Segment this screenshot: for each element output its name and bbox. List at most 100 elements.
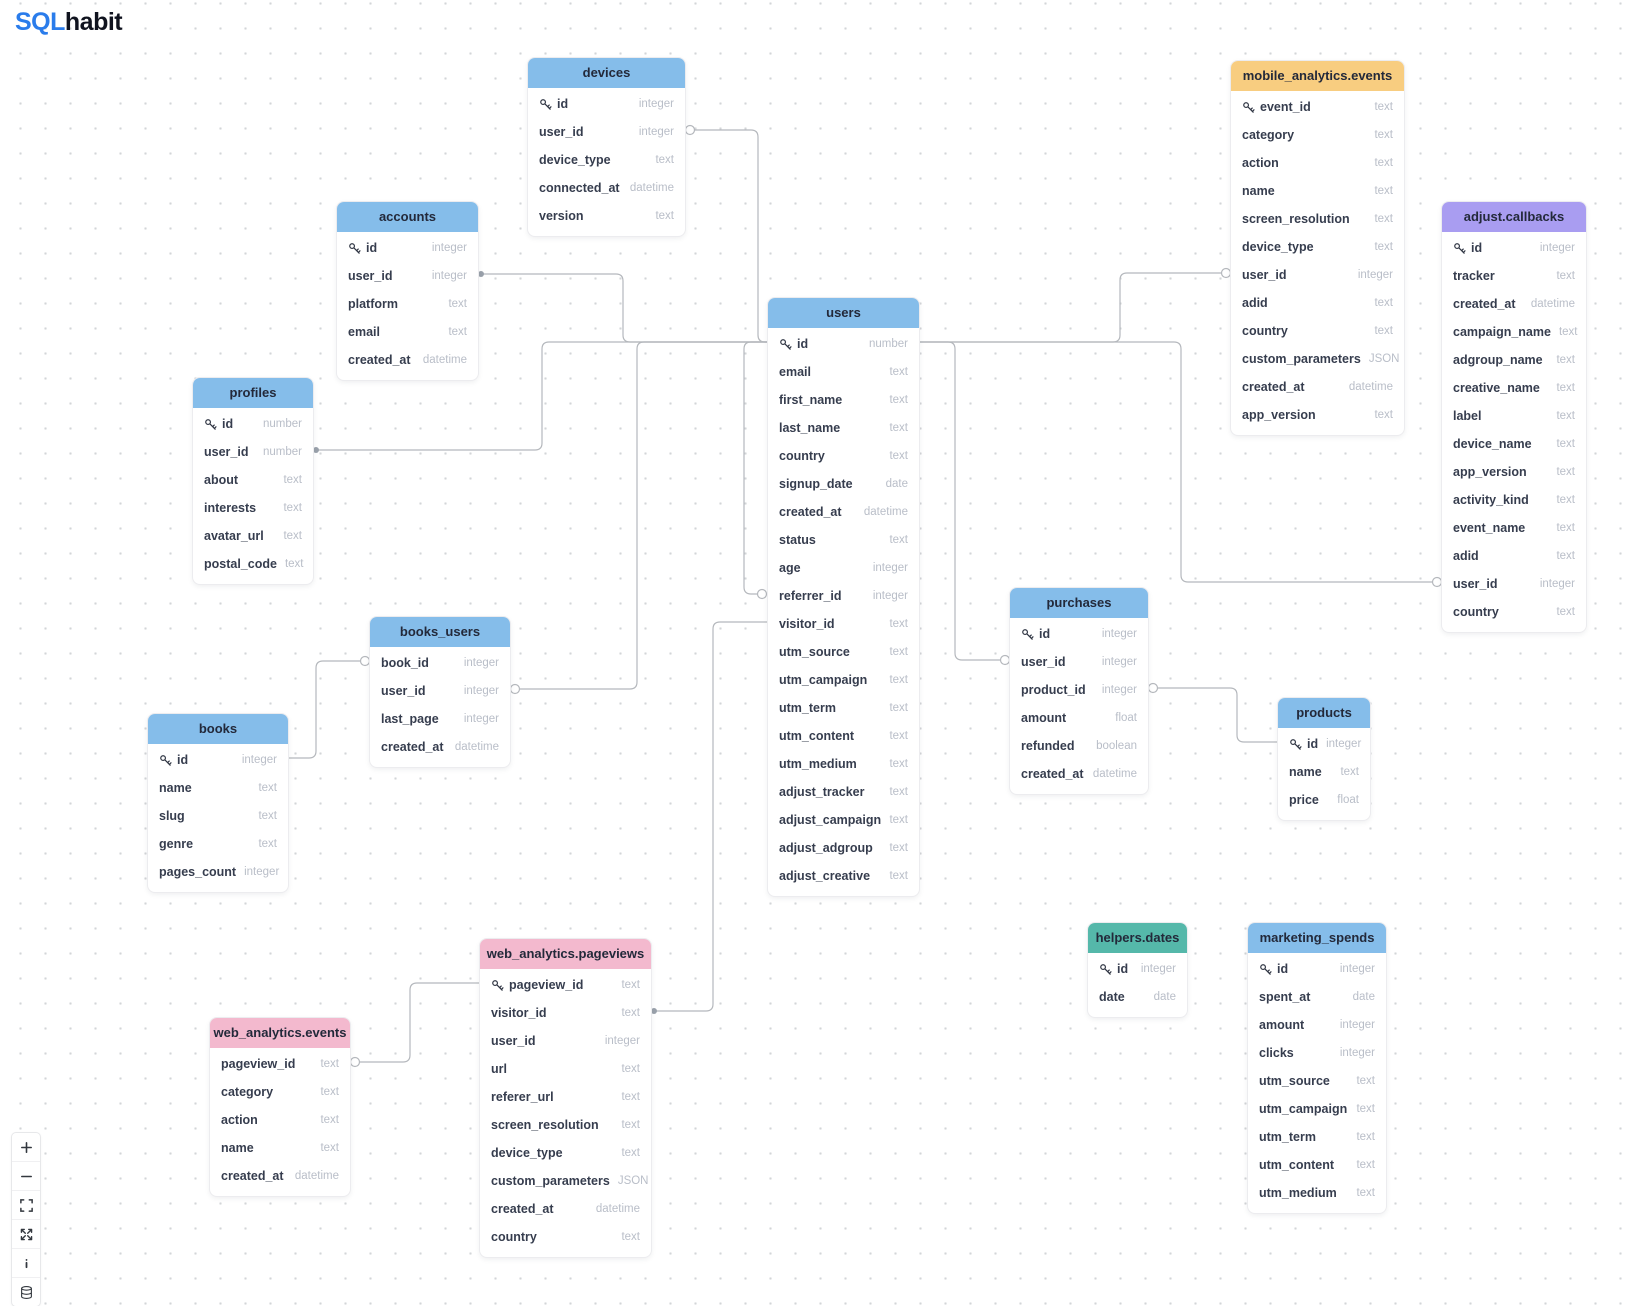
field-type: number <box>869 338 908 350</box>
field-name: amount <box>1021 711 1066 725</box>
table-profiles[interactable]: profiles id number user_id number about text in… <box>193 378 313 584</box>
field-name-text: adid <box>1242 296 1268 310</box>
field-type: integer <box>463 657 499 669</box>
table-header-books_users[interactable]: books_users <box>370 617 510 647</box>
field-name: visitor_id <box>491 1006 547 1020</box>
table-helpers.dates[interactable]: helpers.dates id integer date date <box>1088 923 1187 1017</box>
field-name-text: created_at <box>1021 767 1084 781</box>
field-type: integer <box>1101 684 1137 696</box>
field-type: datetime <box>629 182 674 194</box>
field-name: country <box>1242 324 1288 338</box>
fit-view-button[interactable] <box>12 1220 40 1249</box>
field-type: datetime <box>1348 381 1393 393</box>
field-name: created_at <box>381 740 444 754</box>
field-row-users-utm_campaign: utm_campaign text <box>768 666 919 694</box>
field-name-text: device_name <box>1453 437 1532 451</box>
table-web_analytics.events[interactable]: web_analytics.events pageview_id text categ… <box>210 1018 350 1196</box>
field-name-text: visitor_id <box>491 1006 547 1020</box>
field-type: text <box>889 618 908 630</box>
field-type: text <box>889 814 908 826</box>
table-adjust.callbacks[interactable]: adjust.callbacks id integer tracker text crea… <box>1442 202 1586 632</box>
field-name: id <box>779 337 808 351</box>
table-header-profiles[interactable]: profiles <box>193 378 313 408</box>
field-row-books_users-created_at: created_at datetime <box>370 733 510 761</box>
table-header-adjust.callbacks[interactable]: adjust.callbacks <box>1442 202 1586 232</box>
table-header-users[interactable]: users <box>768 298 919 328</box>
field-row-web_analytics.pageviews-user_id: user_id integer <box>480 1027 651 1055</box>
field-type: text <box>1556 550 1575 562</box>
field-type: number <box>263 446 302 458</box>
field-row-users-age: age integer <box>768 554 919 582</box>
field-name: avatar_url <box>204 529 264 543</box>
field-name: postal_code <box>204 557 277 571</box>
field-name: last_page <box>381 712 439 726</box>
field-name-text: category <box>1242 128 1295 142</box>
table-books_users[interactable]: books_users book_id integer user_id integer l… <box>370 617 510 767</box>
relationship-line-purchases.product_id-to-products.id <box>1148 687 1278 743</box>
table-header-books[interactable]: books <box>148 714 288 744</box>
field-name: spent_at <box>1259 990 1310 1004</box>
field-type: text <box>1556 522 1575 534</box>
table-products[interactable]: products id integer name text price float <box>1278 698 1370 820</box>
table-web_analytics.pageviews[interactable]: web_analytics.pageviews pageview_id text vi… <box>480 939 651 1257</box>
field-type: integer <box>872 562 908 574</box>
table-header-products[interactable]: products <box>1278 698 1370 728</box>
field-name-text: campaign_name <box>1453 325 1551 339</box>
table-header-helpers.dates[interactable]: helpers.dates <box>1088 923 1187 953</box>
field-type: integer <box>1339 1019 1375 1031</box>
field-row-marketing_spends-amount: amount integer <box>1248 1011 1386 1039</box>
field-row-marketing_spends-utm_medium: utm_medium text <box>1248 1179 1386 1207</box>
table-header-accounts[interactable]: accounts <box>337 202 478 232</box>
zoom-in-button[interactable] <box>12 1133 40 1162</box>
field-type: text <box>621 1063 640 1075</box>
table-purchases[interactable]: purchases id integer user_id integer product_… <box>1010 588 1148 794</box>
field-type: text <box>320 1142 339 1154</box>
field-name: user_id <box>348 269 392 283</box>
field-name: referer_url <box>491 1090 554 1104</box>
field-type: datetime <box>1530 298 1575 310</box>
field-name-text: event_id <box>1260 100 1311 114</box>
field-name: refunded <box>1021 739 1074 753</box>
field-name: custom_parameters <box>491 1174 610 1188</box>
info-button[interactable] <box>12 1249 40 1278</box>
field-name-text: email <box>348 325 380 339</box>
field-type: text <box>1374 297 1393 309</box>
table-accounts[interactable]: accounts id integer user_id integer platform t… <box>337 202 478 380</box>
field-name: email <box>779 365 811 379</box>
relationship-line-profiles.user_id-to-users.id <box>313 341 768 451</box>
schema-button[interactable] <box>12 1278 40 1306</box>
table-header-marketing_spends[interactable]: marketing_spends <box>1248 923 1386 953</box>
table-header-web_analytics.pageviews[interactable]: web_analytics.pageviews <box>480 939 651 969</box>
table-users[interactable]: users id number email text first_name text last… <box>768 298 919 896</box>
field-type: integer <box>1339 1047 1375 1059</box>
relationship-line-web_analytics.events.pageview_id-to-web_analytics.pageviews.pageview_id <box>350 982 480 1063</box>
field-type: text <box>655 154 674 166</box>
field-name: user_id <box>204 445 248 459</box>
field-name: adjust_tracker <box>779 785 864 799</box>
table-books[interactable]: books id integer name text slug text genre text p… <box>148 714 288 892</box>
field-name-text: adjust_tracker <box>779 785 865 799</box>
field-name: created_at <box>1242 380 1305 394</box>
table-header-mobile_analytics.events[interactable]: mobile_analytics.events <box>1231 61 1404 91</box>
field-type: text <box>1556 438 1575 450</box>
fullscreen-button[interactable] <box>12 1191 40 1220</box>
field-row-products-price: price float <box>1278 786 1370 814</box>
table-header-web_analytics.events[interactable]: web_analytics.events <box>210 1018 350 1048</box>
zoom-out-button[interactable] <box>12 1162 40 1191</box>
field-name-text: id <box>177 753 189 767</box>
sqlhabit-logo[interactable]: SQLhabit <box>15 8 123 37</box>
field-row-users-first_name: first_name text <box>768 386 919 414</box>
table-header-devices[interactable]: devices <box>528 58 685 88</box>
table-devices[interactable]: devices id integer user_id integer device_typ… <box>528 58 685 236</box>
field-type: integer <box>1101 656 1137 668</box>
table-marketing_spends[interactable]: marketing_spends id integer spent_at date amo… <box>1248 923 1386 1213</box>
field-name: action <box>221 1113 258 1127</box>
field-name-text: user_id <box>1242 268 1287 282</box>
field-name: status <box>779 533 816 547</box>
field-type: text <box>621 1007 640 1019</box>
table-header-purchases[interactable]: purchases <box>1010 588 1148 618</box>
field-type: datetime <box>454 741 499 753</box>
field-name-text: created_at <box>1242 380 1305 394</box>
